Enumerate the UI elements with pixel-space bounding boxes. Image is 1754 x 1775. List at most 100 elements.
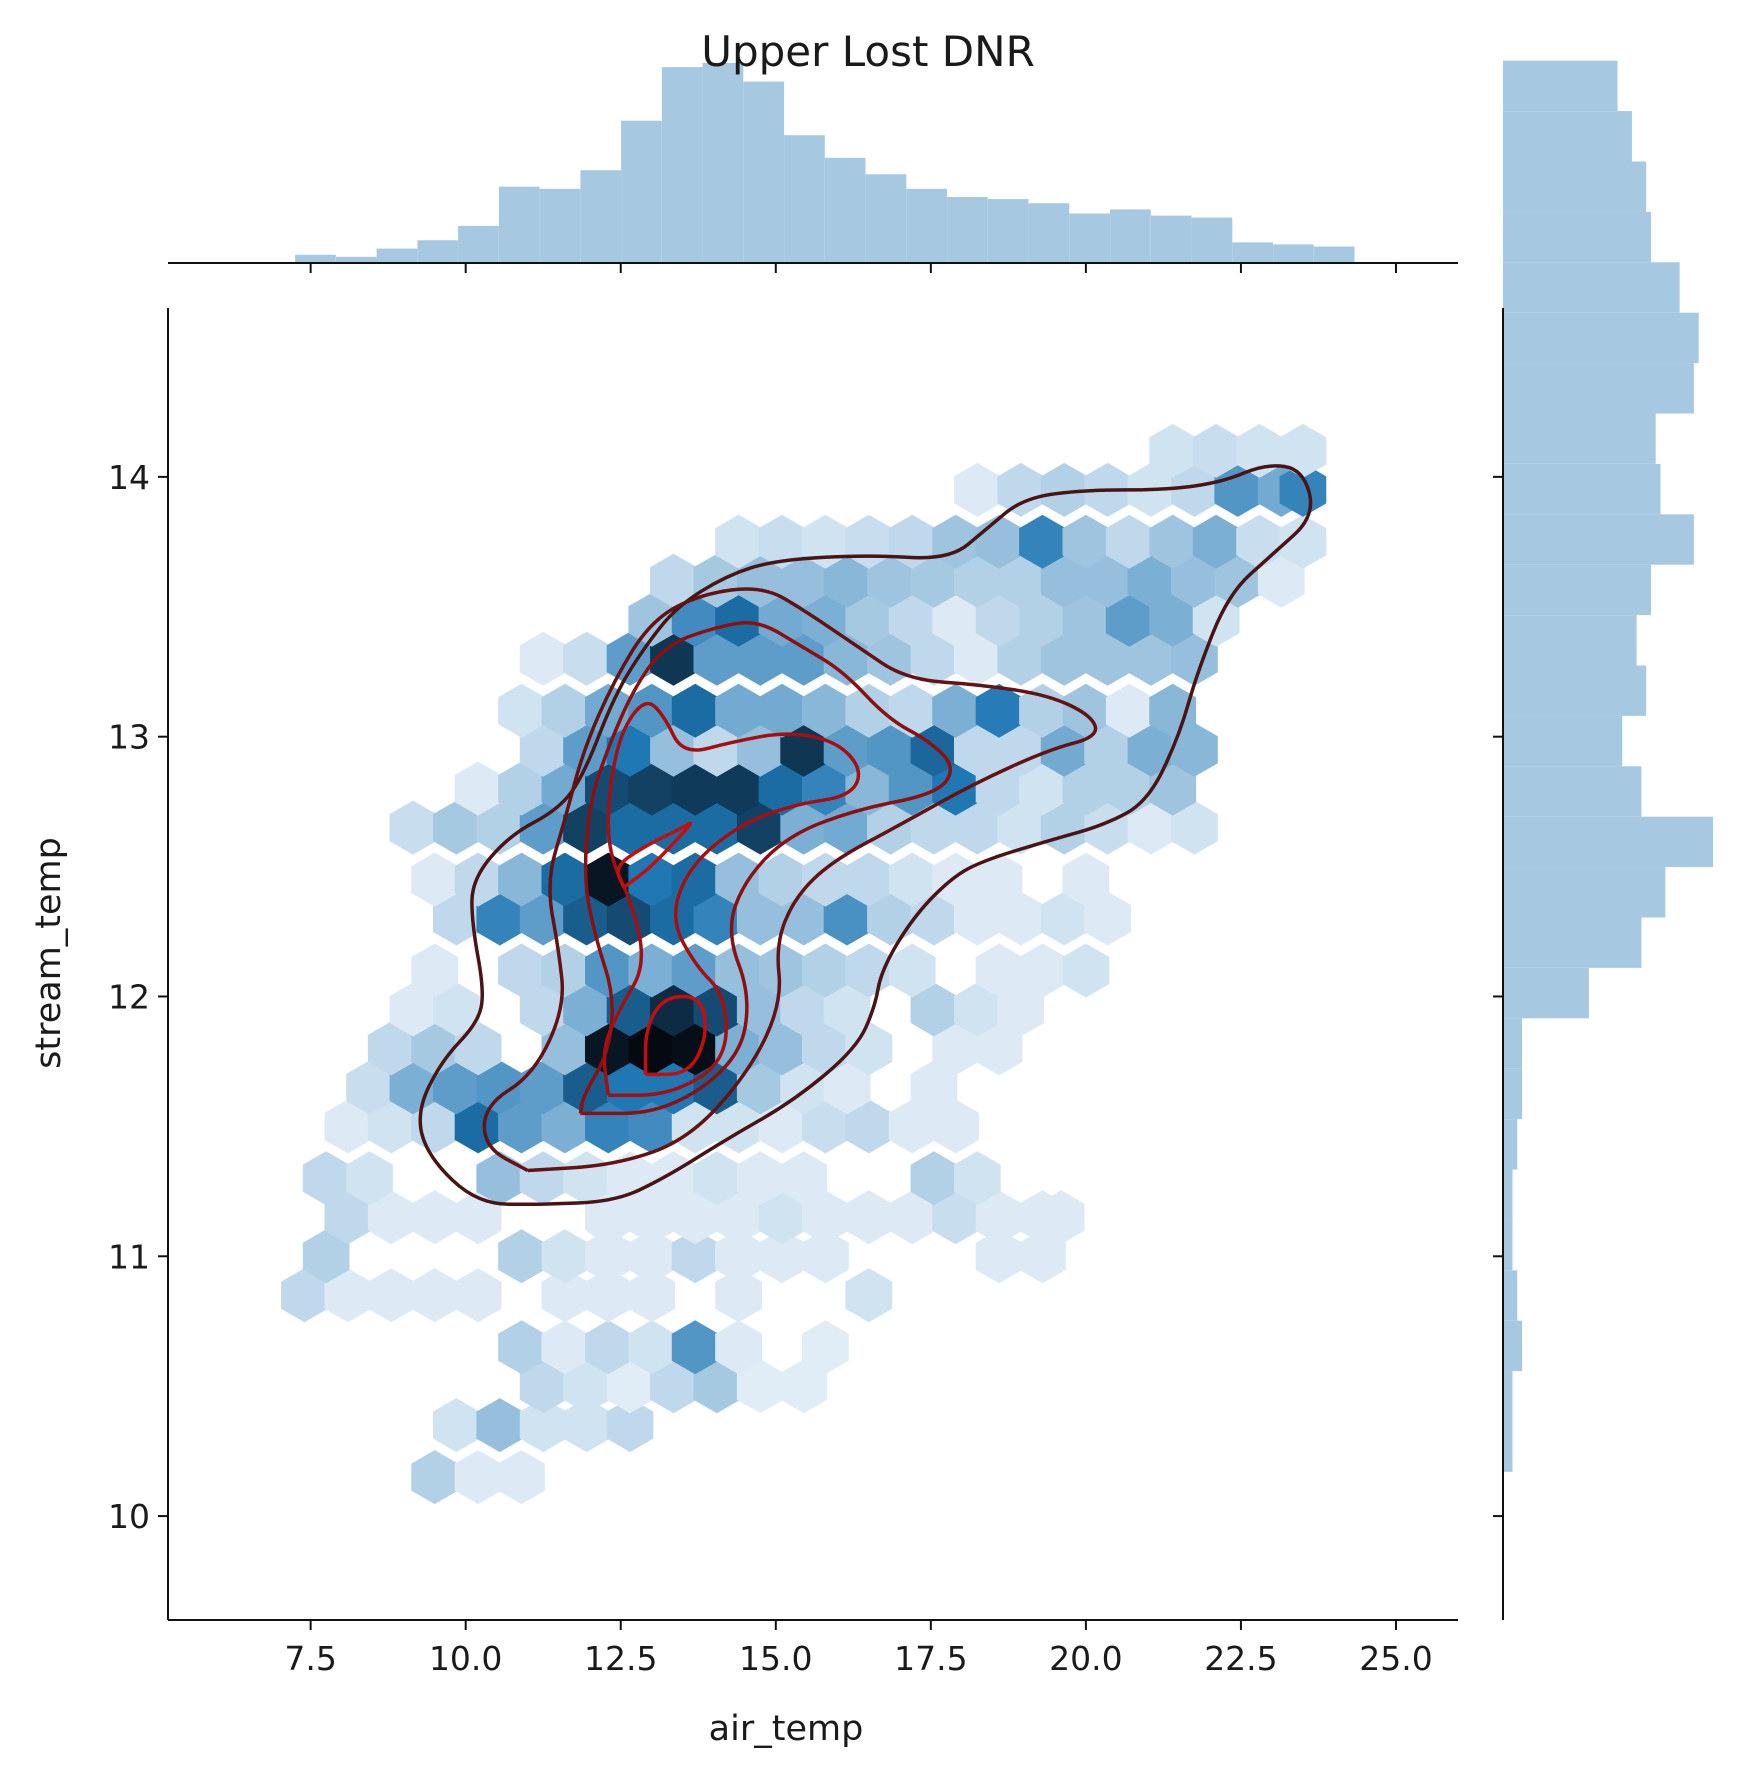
hexbin-cell	[780, 1151, 828, 1206]
hexbin-cell	[302, 1151, 350, 1206]
hexbin-cell	[1019, 592, 1066, 647]
hexbin-cell	[715, 1229, 762, 1284]
y-hist-bar	[1503, 564, 1651, 616]
y-hist-bar	[1503, 1320, 1523, 1372]
hexbin-cell	[736, 1060, 784, 1115]
y-hist-bar	[1503, 211, 1651, 263]
hexbin-cell	[1149, 514, 1197, 569]
hexbin-cell	[606, 982, 654, 1037]
y-hist-bar	[1503, 413, 1656, 464]
hexbin-cell	[671, 1320, 719, 1375]
x-tick-label: 22.5	[1204, 1639, 1277, 1678]
hexbin-cell	[693, 1359, 741, 1414]
hexbin-cell	[823, 631, 871, 686]
hexbin-cell	[997, 800, 1045, 855]
hexbin-cell	[563, 631, 610, 686]
hexbin-cell	[693, 891, 741, 946]
y-tick-label: 10	[108, 1497, 150, 1536]
hexbin-cell	[389, 800, 437, 855]
hexbin-cell	[519, 631, 567, 686]
hexbin-cell	[693, 722, 741, 777]
x-hist-bar	[702, 63, 744, 263]
hexbin-cell	[411, 1268, 459, 1323]
hexbin-cell	[736, 631, 784, 686]
x-hist-bar	[1069, 213, 1110, 263]
x-hist-bar	[661, 67, 703, 263]
hexbin-cell	[715, 683, 762, 738]
hexbin-cell	[758, 1190, 806, 1245]
hexbin-cell	[585, 943, 632, 998]
y-hist-bar	[1503, 766, 1642, 817]
hexbin-cell	[1062, 943, 1110, 998]
hexbin-cell	[1171, 800, 1218, 855]
hexbin-cell	[1062, 852, 1110, 907]
hexbin-cell	[1105, 514, 1153, 569]
hexbin-cell	[780, 553, 828, 608]
y-hist-bar	[1503, 816, 1713, 868]
hexbin-cell	[845, 592, 893, 647]
hexbin-cell	[324, 1268, 372, 1323]
hexbin-cell	[541, 943, 589, 998]
hexbin-cell	[671, 683, 719, 738]
hexbin-cell	[932, 1021, 979, 1076]
hexbin-cell	[433, 982, 480, 1037]
hexbin-cell	[367, 1190, 415, 1245]
kde-contour	[616, 821, 693, 889]
y-hist-bar	[1503, 615, 1637, 666]
hexbin-cell	[411, 1190, 459, 1245]
hexbin-cell	[1084, 553, 1131, 608]
x-hist-bar	[1232, 242, 1273, 263]
y-axis-label: stream_temp	[29, 837, 69, 1069]
hexbin-cell	[954, 891, 1001, 946]
y-hist-bar	[1503, 1018, 1523, 1069]
hexbin-cell	[1149, 423, 1197, 478]
hexbin-cell	[823, 800, 871, 855]
hexbin-cell	[1037, 1190, 1085, 1245]
y-hist-bar	[1503, 161, 1647, 212]
hexbin-cell	[693, 1151, 741, 1206]
hexbin-cell	[867, 553, 914, 608]
hexbin-cell	[563, 1359, 610, 1414]
hexbin-cell	[498, 1099, 545, 1154]
hexbin-cell	[1214, 553, 1262, 608]
hexbin-cell	[498, 761, 545, 816]
y-hist-bar	[1503, 1421, 1513, 1472]
hexbin-cell	[975, 943, 1023, 998]
hexbin-cell	[628, 1021, 676, 1076]
hexbin-cell	[476, 1398, 524, 1453]
hexbin-cell	[910, 1060, 958, 1115]
x-hist-bar	[947, 197, 988, 263]
hexbin-cell	[346, 1060, 393, 1115]
y-hist-bar	[1503, 111, 1632, 162]
axes	[158, 262, 1504, 1630]
hexbin-cell	[932, 592, 979, 647]
hexbin-cell	[454, 1190, 502, 1245]
hexbin-cell	[628, 1190, 676, 1245]
hexbin-cell	[910, 631, 958, 686]
hexbin-cell	[802, 852, 849, 907]
hexbin-cell	[671, 1190, 719, 1245]
hexbin-cell	[1040, 553, 1088, 608]
hexbin-cell	[411, 943, 459, 998]
hexbin-cell	[954, 722, 1001, 777]
hexbin-cell	[433, 1060, 480, 1115]
hexbin-cell	[802, 683, 849, 738]
y-hist-bar	[1503, 1371, 1513, 1422]
y-tick-label: 14	[108, 458, 150, 497]
hexbin-cell	[563, 982, 610, 1037]
y-hist-bar	[1503, 1219, 1513, 1271]
hexbin-cell	[997, 631, 1045, 686]
hexbin-cell	[1127, 553, 1175, 608]
y-hist-bar	[1503, 1068, 1523, 1120]
hexbin-cell	[585, 761, 632, 816]
hexbin-cell	[346, 1151, 393, 1206]
hexbin-cell	[519, 1060, 567, 1115]
kde-contour	[578, 621, 952, 1116]
hexbin-cell	[845, 852, 893, 907]
hexbin-cell	[498, 852, 545, 907]
hexbin-cell	[476, 1151, 524, 1206]
hexbin-cell	[563, 1398, 610, 1453]
hexbin-cell	[1171, 722, 1218, 777]
hexbin-cell	[975, 1190, 1023, 1245]
hexbin-cell	[541, 1268, 589, 1323]
